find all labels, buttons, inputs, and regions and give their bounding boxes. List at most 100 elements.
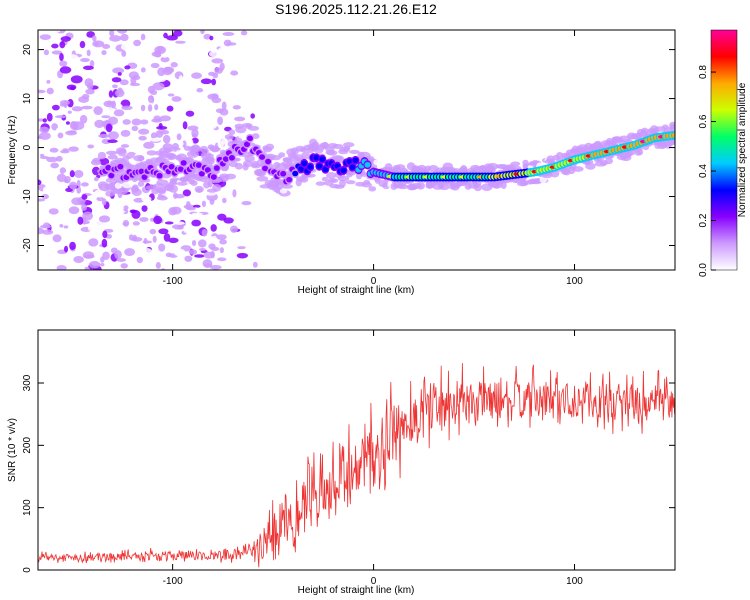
noise-blob [171, 96, 182, 102]
noise-blob [173, 248, 186, 257]
ridge-halo [343, 142, 355, 148]
noise-blob [88, 261, 101, 269]
noise-blob [40, 153, 45, 158]
noise-blob [169, 111, 181, 117]
ridge-mid [316, 163, 323, 169]
noise-blob [55, 155, 63, 162]
noise-blob [67, 130, 77, 134]
ridge-halo [321, 141, 329, 149]
noise-blob [144, 61, 150, 67]
noise-blob [107, 116, 119, 125]
spectrogram-xlabel: Height of straight line (km) [298, 285, 415, 296]
ridge-mid [307, 164, 314, 170]
noise-blob [57, 132, 64, 139]
ridge-halo [373, 159, 381, 166]
noise-blob [65, 121, 70, 125]
spectrogram-xtick-label: -100 [163, 276, 183, 287]
ridge-mid [168, 164, 175, 170]
noise-blob [162, 66, 173, 76]
noise-blob [181, 232, 187, 242]
ridge-halo [199, 177, 209, 182]
noise-blob [178, 65, 184, 70]
noise-blob [222, 197, 227, 204]
noise-blob [158, 208, 165, 218]
noise-blob [73, 256, 84, 264]
spectrogram-ylabel: Frequency (Hz) [7, 116, 18, 185]
noise-blob [217, 257, 227, 262]
noise-blob [100, 263, 105, 267]
noise-blob [56, 127, 67, 133]
ridge-mid [105, 164, 112, 171]
noise-blob [140, 248, 153, 256]
noise-blob [124, 248, 136, 257]
noise-blob [88, 238, 99, 247]
noise-blob [140, 39, 150, 49]
ridge-mid [228, 155, 235, 161]
noise-blob [107, 101, 113, 105]
noise-blob [240, 30, 248, 36]
noise-blob [154, 109, 160, 114]
noise-blob [43, 171, 56, 178]
noise-blob [140, 119, 149, 125]
noise-blob [164, 221, 174, 225]
noise-blob [182, 121, 188, 130]
noise-blob [69, 170, 75, 178]
colorbar-tick-label: 0.2 [698, 213, 709, 227]
ridge-halo [585, 162, 596, 170]
snr-ytick-label: 100 [22, 499, 33, 516]
noise-blob [101, 238, 108, 248]
ridge-halo [311, 141, 320, 149]
noise-blob [153, 215, 163, 225]
noise-blob [58, 254, 70, 261]
noise-blob [122, 219, 130, 227]
noise-blob [168, 207, 178, 216]
noise-blob [232, 189, 237, 198]
noise-blob [80, 58, 90, 63]
ridge-halo [203, 180, 211, 189]
ridge-halo [131, 188, 142, 197]
noise-blob [81, 93, 90, 100]
noise-blob [111, 77, 122, 83]
snr-ytick-label: 200 [22, 437, 33, 454]
noise-blob [59, 66, 72, 74]
noise-blob [105, 108, 117, 112]
noise-blob [59, 224, 64, 228]
ridge-halo [256, 175, 269, 182]
noise-blob [236, 252, 249, 259]
ridge-halo [326, 172, 337, 180]
noise-blob [131, 118, 142, 126]
noise-blob [200, 78, 212, 85]
noise-blob [98, 215, 111, 223]
ridge-mid [292, 170, 299, 177]
snr-series-line [38, 363, 675, 568]
ridge-halo [191, 144, 200, 152]
ridge-mid [349, 164, 356, 170]
ridge-halo [345, 180, 356, 185]
chart-title: S196.2025.112.21.26.E12 [275, 1, 437, 17]
ridge-halo [224, 134, 234, 140]
noise-blob [39, 34, 52, 41]
ridge-halo [315, 181, 326, 186]
noise-blob [68, 206, 80, 215]
noise-blob [164, 86, 175, 93]
snr-axes: -100 0 100 0 100 200 300 [22, 330, 675, 587]
noise-blob [82, 211, 94, 221]
ridge-halo [159, 147, 171, 154]
noise-blob [87, 144, 95, 149]
noise-blob [250, 113, 256, 119]
noise-blob [121, 50, 127, 57]
noise-blob [140, 67, 146, 73]
ridge-mid [213, 165, 220, 171]
noise-blob [208, 50, 219, 58]
snr-ylabel: SNR (10 * v/v) [7, 418, 18, 482]
noise-blob [39, 126, 50, 134]
noise-blob [41, 193, 49, 200]
noise-blob [230, 70, 239, 76]
noise-blob [81, 203, 88, 211]
noise-blob [171, 30, 183, 37]
noise-blob [149, 228, 157, 235]
spectrogram-ytick-label: -10 [22, 189, 33, 204]
noise-blob [167, 93, 175, 97]
noise-blob [219, 108, 229, 116]
noise-blob [38, 118, 45, 122]
